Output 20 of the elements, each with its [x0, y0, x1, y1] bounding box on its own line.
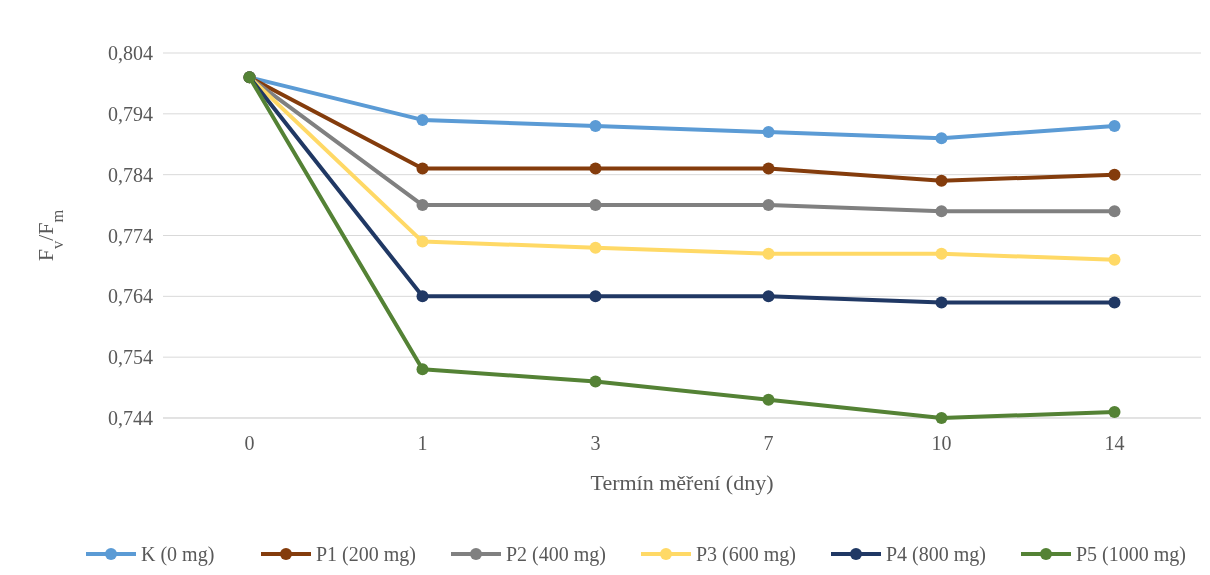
- x-tick-label: 0: [244, 432, 255, 454]
- x-tick-label: 1: [417, 432, 428, 454]
- legend-label: P2 (400 mg): [506, 543, 606, 566]
- y-tick-label: 0,764: [108, 285, 153, 308]
- y-tick-label: 0,744: [108, 407, 153, 429]
- x-tick-label: 14: [1104, 432, 1125, 454]
- legend-label: K (0 mg): [141, 543, 215, 566]
- x-axis-title: Termín měření (dny): [590, 470, 774, 495]
- y-tick-label: 0,754: [108, 346, 153, 369]
- legend-label: P4 (800 mg): [886, 543, 986, 566]
- x-tick-label: 7: [763, 432, 774, 454]
- x-tick-label: 10: [931, 432, 952, 454]
- y-tick-label: 0,784: [108, 163, 153, 186]
- legend-label: P5 (1000 mg): [1076, 543, 1186, 566]
- x-tick-label: 3: [590, 432, 601, 454]
- legend-label: P3 (600 mg): [696, 543, 796, 566]
- y-tick-label: 0,774: [108, 224, 153, 247]
- legend-label: P1 (200 mg): [316, 543, 416, 566]
- y-tick-label: 0,804: [108, 42, 153, 64]
- y-tick-label: 0,794: [108, 102, 153, 125]
